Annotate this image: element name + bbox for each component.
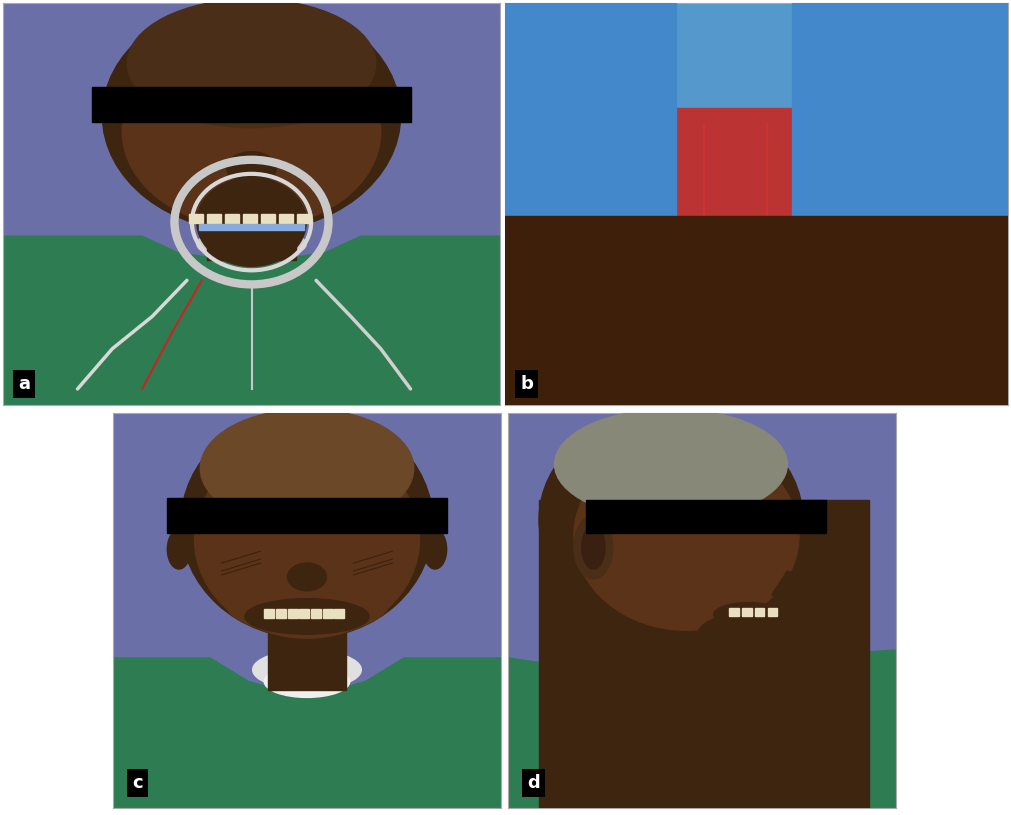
Ellipse shape — [122, 35, 381, 228]
Polygon shape — [3, 236, 500, 405]
FancyBboxPatch shape — [575, 120, 645, 249]
Ellipse shape — [714, 602, 784, 626]
Text: a: a — [18, 375, 30, 393]
Bar — [310, 609, 320, 618]
Ellipse shape — [225, 571, 388, 634]
FancyBboxPatch shape — [513, 120, 582, 249]
Text: d: d — [528, 774, 540, 792]
FancyBboxPatch shape — [827, 120, 897, 249]
FancyBboxPatch shape — [539, 500, 868, 815]
FancyBboxPatch shape — [638, 120, 708, 249]
Bar — [279, 214, 293, 223]
Bar — [767, 608, 777, 615]
Bar — [585, 500, 826, 534]
Bar — [729, 608, 739, 615]
FancyBboxPatch shape — [807, 260, 871, 341]
Circle shape — [197, 178, 306, 267]
Bar — [268, 626, 346, 689]
FancyBboxPatch shape — [702, 120, 770, 249]
Bar — [225, 214, 239, 223]
Bar — [296, 214, 310, 223]
FancyBboxPatch shape — [923, 260, 988, 341]
Bar — [207, 204, 296, 260]
Ellipse shape — [167, 530, 191, 569]
Bar — [199, 224, 303, 230]
Ellipse shape — [253, 650, 361, 689]
FancyBboxPatch shape — [632, 260, 697, 341]
FancyBboxPatch shape — [792, 3, 1011, 385]
Ellipse shape — [102, 0, 400, 232]
Ellipse shape — [539, 409, 803, 630]
FancyBboxPatch shape — [354, 0, 1011, 276]
FancyBboxPatch shape — [515, 260, 579, 341]
Text: c: c — [132, 774, 143, 792]
FancyBboxPatch shape — [354, 108, 1011, 397]
Ellipse shape — [424, 530, 447, 569]
Polygon shape — [508, 650, 896, 808]
FancyBboxPatch shape — [865, 260, 929, 341]
Polygon shape — [113, 658, 501, 808]
Ellipse shape — [194, 441, 420, 638]
Bar — [92, 87, 410, 121]
Ellipse shape — [673, 650, 809, 705]
Bar — [335, 609, 345, 618]
Bar — [755, 608, 764, 615]
Ellipse shape — [245, 599, 369, 634]
Bar — [323, 609, 333, 618]
Ellipse shape — [197, 228, 306, 260]
Bar — [189, 214, 203, 223]
Ellipse shape — [574, 441, 799, 630]
Ellipse shape — [555, 409, 788, 520]
Ellipse shape — [287, 563, 327, 591]
FancyBboxPatch shape — [354, 0, 1011, 284]
FancyBboxPatch shape — [354, 3, 676, 385]
Bar — [299, 609, 309, 618]
Bar — [276, 609, 286, 618]
Ellipse shape — [581, 526, 605, 569]
Bar — [742, 608, 751, 615]
Bar — [243, 214, 257, 223]
Polygon shape — [771, 571, 826, 610]
Text: b: b — [520, 375, 533, 393]
Bar — [261, 214, 275, 223]
Bar — [287, 609, 297, 618]
FancyBboxPatch shape — [691, 260, 754, 341]
FancyBboxPatch shape — [354, 216, 1011, 526]
Bar — [207, 214, 221, 223]
FancyBboxPatch shape — [890, 120, 959, 249]
FancyBboxPatch shape — [748, 260, 813, 341]
Bar — [264, 609, 274, 618]
Ellipse shape — [127, 0, 376, 128]
FancyBboxPatch shape — [952, 120, 1011, 249]
Ellipse shape — [699, 615, 784, 654]
Ellipse shape — [200, 409, 413, 527]
Ellipse shape — [264, 666, 350, 698]
Bar — [167, 498, 447, 534]
FancyBboxPatch shape — [764, 120, 833, 249]
Ellipse shape — [226, 152, 276, 184]
Ellipse shape — [181, 409, 433, 638]
FancyBboxPatch shape — [354, 0, 1011, 236]
Ellipse shape — [574, 516, 613, 579]
FancyBboxPatch shape — [573, 260, 638, 341]
